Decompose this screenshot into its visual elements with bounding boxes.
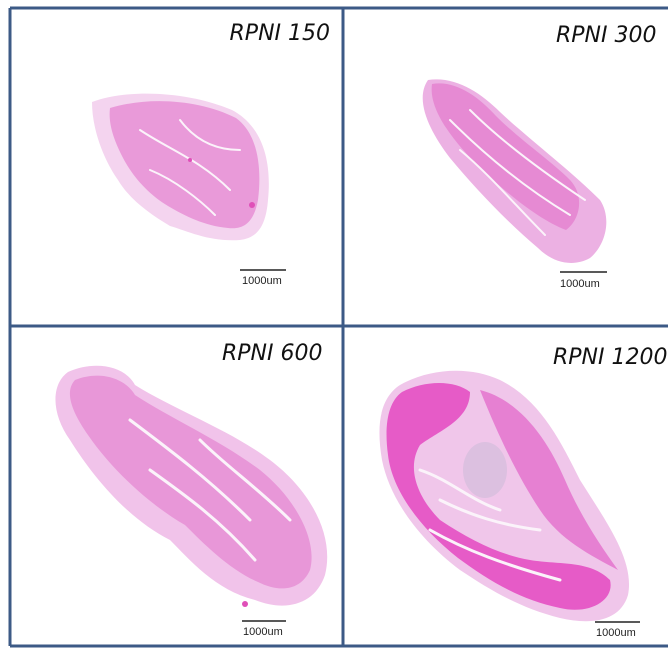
- panel-label: RPNI 150: [230, 21, 330, 46]
- panel-label: RPNI 300: [556, 23, 656, 48]
- figure: RPNI 150 RPNI 300 RPNI 600 RPNI 1200 100…: [0, 0, 668, 648]
- panel-label: RPNI 1200: [553, 345, 667, 370]
- scale-bar-label: 1000um: [560, 278, 600, 290]
- page: RPNI 150 RPNI 300 RPNI 600 RPNI 1200 100…: [0, 0, 668, 648]
- panel-label: RPNI 600: [222, 341, 322, 366]
- scale-bar-label: 1000um: [596, 627, 636, 639]
- scale-bar-label: 1000um: [242, 275, 282, 287]
- scale-bar-label: 1000um: [243, 626, 283, 638]
